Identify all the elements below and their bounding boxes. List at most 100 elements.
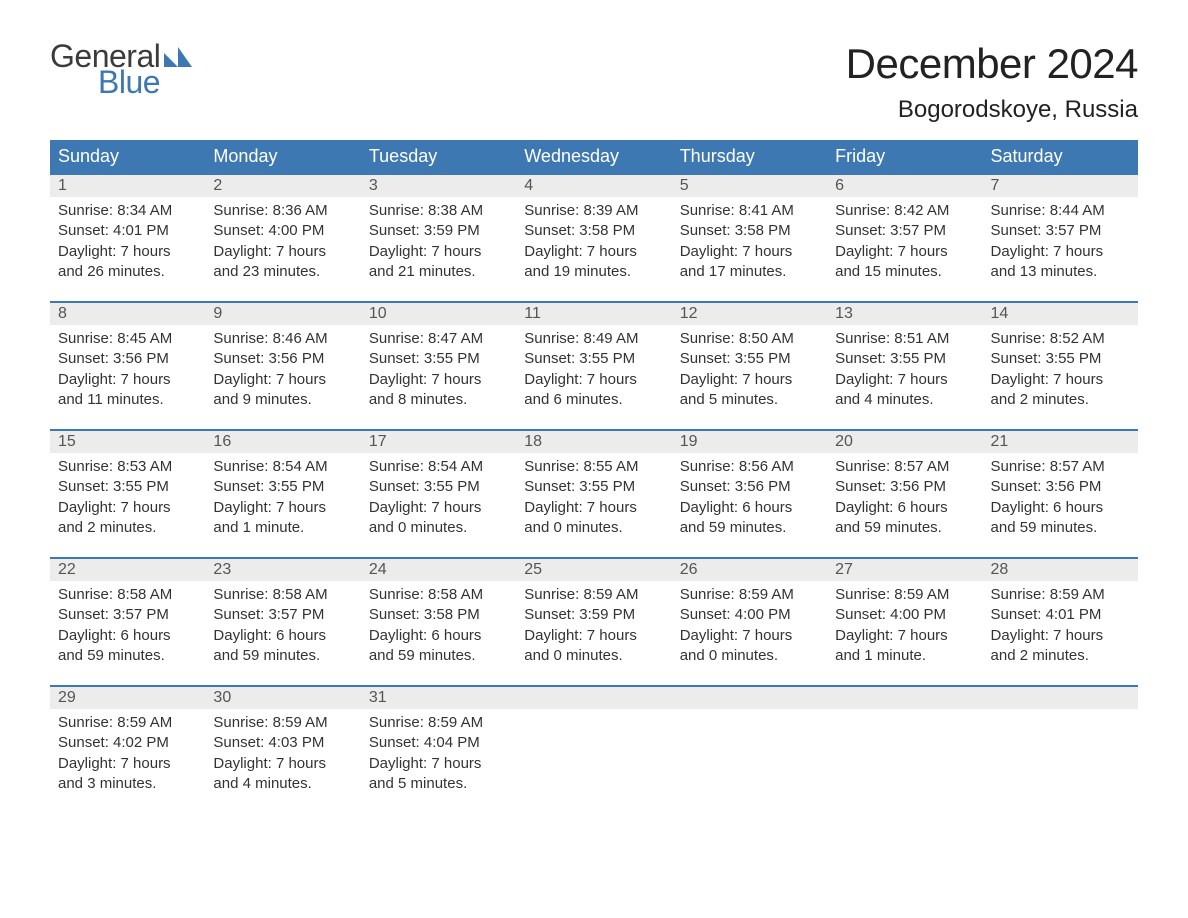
day-dl2: and 13 minutes.: [991, 262, 1130, 282]
day-sunset: Sunset: 3:55 PM: [680, 349, 819, 369]
day-sunrise: Sunrise: 8:46 AM: [213, 329, 352, 349]
day-dl2: and 59 minutes.: [991, 518, 1130, 538]
day-sunset: Sunset: 3:55 PM: [213, 477, 352, 497]
day-dl1: Daylight: 7 hours: [369, 242, 508, 262]
day-details: Sunrise: 8:51 AMSunset: 3:55 PMDaylight:…: [827, 325, 982, 418]
day-sunset: Sunset: 3:59 PM: [524, 605, 663, 625]
day-number: 20: [827, 429, 982, 453]
day-details: Sunrise: 8:59 AMSunset: 3:59 PMDaylight:…: [516, 581, 671, 674]
weekday-header: Friday: [827, 140, 982, 173]
calendar-day-cell: [672, 685, 827, 813]
calendar-day-cell: 27Sunrise: 8:59 AMSunset: 4:00 PMDayligh…: [827, 557, 982, 685]
day-sunrise: Sunrise: 8:57 AM: [835, 457, 974, 477]
day-number: 26: [672, 557, 827, 581]
day-dl1: Daylight: 7 hours: [991, 242, 1130, 262]
calendar-day-cell: 4Sunrise: 8:39 AMSunset: 3:58 PMDaylight…: [516, 173, 671, 301]
day-sunset: Sunset: 4:03 PM: [213, 733, 352, 753]
day-dl2: and 2 minutes.: [991, 390, 1130, 410]
day-sunrise: Sunrise: 8:59 AM: [991, 585, 1130, 605]
calendar-day-cell: 20Sunrise: 8:57 AMSunset: 3:56 PMDayligh…: [827, 429, 982, 557]
header-bar: General Blue December 2024 Bogorodskoye,…: [50, 40, 1138, 124]
day-number: 21: [983, 429, 1138, 453]
day-sunset: Sunset: 3:55 PM: [835, 349, 974, 369]
empty-day: [983, 685, 1138, 709]
day-details: Sunrise: 8:38 AMSunset: 3:59 PMDaylight:…: [361, 197, 516, 290]
day-dl2: and 0 minutes.: [369, 518, 508, 538]
day-number: 15: [50, 429, 205, 453]
day-sunset: Sunset: 4:01 PM: [991, 605, 1130, 625]
calendar-day-cell: 10Sunrise: 8:47 AMSunset: 3:55 PMDayligh…: [361, 301, 516, 429]
day-sunset: Sunset: 3:58 PM: [524, 221, 663, 241]
day-dl1: Daylight: 7 hours: [369, 370, 508, 390]
day-sunset: Sunset: 3:55 PM: [369, 477, 508, 497]
calendar-week-row: 22Sunrise: 8:58 AMSunset: 3:57 PMDayligh…: [50, 557, 1138, 685]
day-details: Sunrise: 8:45 AMSunset: 3:56 PMDaylight:…: [50, 325, 205, 418]
day-dl1: Daylight: 7 hours: [524, 498, 663, 518]
day-number: 3: [361, 173, 516, 197]
day-sunset: Sunset: 4:00 PM: [835, 605, 974, 625]
day-sunset: Sunset: 4:01 PM: [58, 221, 197, 241]
day-sunrise: Sunrise: 8:47 AM: [369, 329, 508, 349]
calendar-week-row: 1Sunrise: 8:34 AMSunset: 4:01 PMDaylight…: [50, 173, 1138, 301]
calendar-week-row: 15Sunrise: 8:53 AMSunset: 3:55 PMDayligh…: [50, 429, 1138, 557]
day-sunrise: Sunrise: 8:50 AM: [680, 329, 819, 349]
day-dl2: and 17 minutes.: [680, 262, 819, 282]
day-sunrise: Sunrise: 8:58 AM: [58, 585, 197, 605]
day-dl2: and 59 minutes.: [369, 646, 508, 666]
day-dl1: Daylight: 7 hours: [524, 242, 663, 262]
calendar-day-cell: [983, 685, 1138, 813]
day-sunrise: Sunrise: 8:59 AM: [369, 713, 508, 733]
day-number: 14: [983, 301, 1138, 325]
day-number: 24: [361, 557, 516, 581]
calendar-day-cell: 6 Sunrise: 8:42 AMSunset: 3:57 PMDaylight…: [827, 173, 982, 301]
calendar-day-cell: 17Sunrise: 8:54 AMSunset: 3:55 PMDayligh…: [361, 429, 516, 557]
day-dl1: Daylight: 7 hours: [213, 498, 352, 518]
day-sunrise: Sunrise: 8:52 AM: [991, 329, 1130, 349]
calendar-day-cell: 22Sunrise: 8:58 AMSunset: 3:57 PMDayligh…: [50, 557, 205, 685]
day-sunset: Sunset: 3:59 PM: [369, 221, 508, 241]
day-number: 6: [827, 173, 982, 197]
day-sunset: Sunset: 3:56 PM: [991, 477, 1130, 497]
day-dl2: and 2 minutes.: [58, 518, 197, 538]
day-dl2: and 0 minutes.: [524, 646, 663, 666]
day-sunrise: Sunrise: 8:42 AM: [835, 201, 974, 221]
day-sunset: Sunset: 3:55 PM: [524, 477, 663, 497]
day-details: Sunrise: 8:50 AMSunset: 3:55 PMDaylight:…: [672, 325, 827, 418]
day-dl1: Daylight: 7 hours: [524, 626, 663, 646]
day-dl1: Daylight: 7 hours: [369, 754, 508, 774]
day-number: 18: [516, 429, 671, 453]
day-sunset: Sunset: 3:57 PM: [835, 221, 974, 241]
day-dl1: Daylight: 7 hours: [213, 242, 352, 262]
day-dl2: and 59 minutes.: [213, 646, 352, 666]
day-dl2: and 59 minutes.: [680, 518, 819, 538]
day-dl1: Daylight: 7 hours: [835, 242, 974, 262]
location-label: Bogorodskoye, Russia: [846, 96, 1138, 124]
calendar-day-cell: 14Sunrise: 8:52 AMSunset: 3:55 PMDayligh…: [983, 301, 1138, 429]
day-sunrise: Sunrise: 8:55 AM: [524, 457, 663, 477]
day-dl2: and 3 minutes.: [58, 774, 197, 794]
calendar-day-cell: 11Sunrise: 8:49 AMSunset: 3:55 PMDayligh…: [516, 301, 671, 429]
day-details: Sunrise: 8:58 AMSunset: 3:57 PMDaylight:…: [205, 581, 360, 674]
day-dl1: Daylight: 7 hours: [369, 498, 508, 518]
empty-day: [827, 685, 982, 709]
day-dl2: and 21 minutes.: [369, 262, 508, 282]
calendar-day-cell: [516, 685, 671, 813]
day-sunset: Sunset: 3:57 PM: [991, 221, 1130, 241]
calendar-day-cell: 31Sunrise: 8:59 AMSunset: 4:04 PMDayligh…: [361, 685, 516, 813]
day-dl1: Daylight: 7 hours: [524, 370, 663, 390]
day-number: 19: [672, 429, 827, 453]
day-dl1: Daylight: 6 hours: [213, 626, 352, 646]
day-number: 9: [205, 301, 360, 325]
calendar-day-cell: 16Sunrise: 8:54 AMSunset: 3:55 PMDayligh…: [205, 429, 360, 557]
day-dl1: Daylight: 7 hours: [991, 626, 1130, 646]
brand-logo: General Blue: [50, 40, 192, 98]
day-details: Sunrise: 8:57 AMSunset: 3:56 PMDaylight:…: [983, 453, 1138, 546]
day-sunset: Sunset: 3:56 PM: [213, 349, 352, 369]
day-dl2: and 5 minutes.: [680, 390, 819, 410]
day-sunrise: Sunrise: 8:59 AM: [524, 585, 663, 605]
day-dl2: and 1 minute.: [213, 518, 352, 538]
day-sunset: Sunset: 3:56 PM: [680, 477, 819, 497]
day-sunrise: Sunrise: 8:54 AM: [369, 457, 508, 477]
day-dl2: and 4 minutes.: [835, 390, 974, 410]
day-dl1: Daylight: 6 hours: [58, 626, 197, 646]
